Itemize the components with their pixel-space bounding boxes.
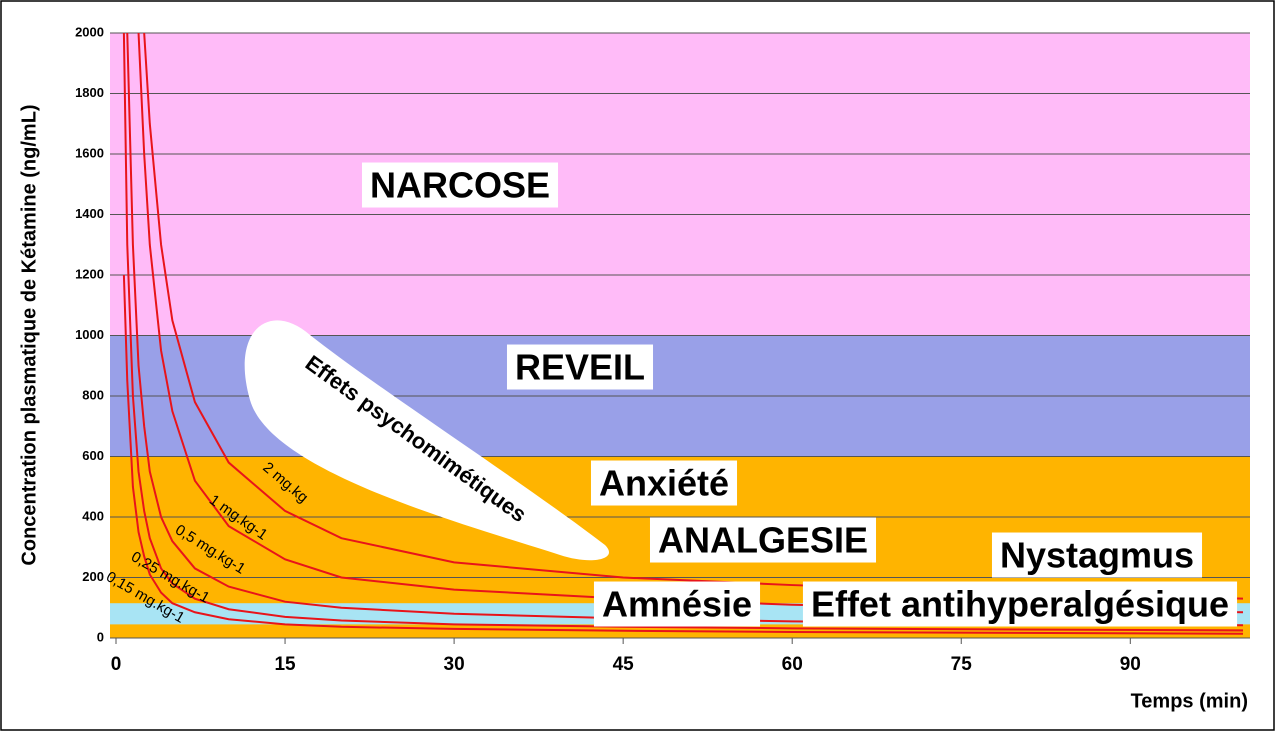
region-label: Anxiété bbox=[599, 463, 729, 504]
x-tick-label: 0 bbox=[111, 654, 122, 675]
x-axis-label: Temps (min) bbox=[1131, 690, 1248, 712]
region-label: Nystagmus bbox=[1000, 535, 1194, 576]
dose-curve bbox=[143, 33, 1243, 600]
label-background bbox=[506, 344, 654, 390]
x-tick-label: 60 bbox=[782, 654, 803, 675]
y-tick-label: 1000 bbox=[75, 327, 104, 342]
dose-curve bbox=[137, 33, 1243, 614]
label-background bbox=[590, 460, 738, 506]
y-axis-label: Concentration plasmatique de Kétamine (n… bbox=[18, 104, 40, 565]
label-background bbox=[802, 581, 1238, 627]
y-tick-label: 400 bbox=[82, 508, 104, 523]
y-tick-label: 1800 bbox=[75, 85, 104, 100]
label-background bbox=[361, 162, 559, 208]
y-tick-label: 200 bbox=[82, 569, 104, 584]
label-background bbox=[649, 517, 877, 563]
label-background bbox=[991, 532, 1203, 578]
y-tick-label: 2000 bbox=[75, 24, 104, 39]
region-label: NARCOSE bbox=[370, 165, 550, 206]
y-tick-label: 0 bbox=[97, 629, 104, 644]
region-label: Amnésie bbox=[602, 584, 752, 625]
x-tick-label: 30 bbox=[444, 654, 465, 675]
y-tick-label: 600 bbox=[82, 448, 104, 463]
x-tick-label: 45 bbox=[613, 654, 635, 675]
y-tick-label: 1400 bbox=[75, 206, 104, 221]
label-background bbox=[593, 581, 761, 627]
x-tick-label: 15 bbox=[274, 654, 296, 675]
y-tick-label: 1200 bbox=[75, 266, 104, 281]
psychomimetic-blob bbox=[244, 320, 609, 561]
dose-curve bbox=[122, 33, 1243, 632]
y-tick-label: 800 bbox=[82, 387, 104, 402]
x-tick-label: 90 bbox=[1120, 654, 1141, 675]
region-label: Effet antihyperalgésique bbox=[811, 584, 1229, 625]
dose-curve bbox=[122, 274, 1243, 635]
region-label: REVEIL bbox=[515, 347, 645, 388]
region-label: ANALGESIE bbox=[658, 520, 868, 561]
x-tick-label: 75 bbox=[951, 654, 973, 675]
y-tick-label: 1600 bbox=[75, 145, 104, 160]
region-band bbox=[110, 33, 1250, 336]
